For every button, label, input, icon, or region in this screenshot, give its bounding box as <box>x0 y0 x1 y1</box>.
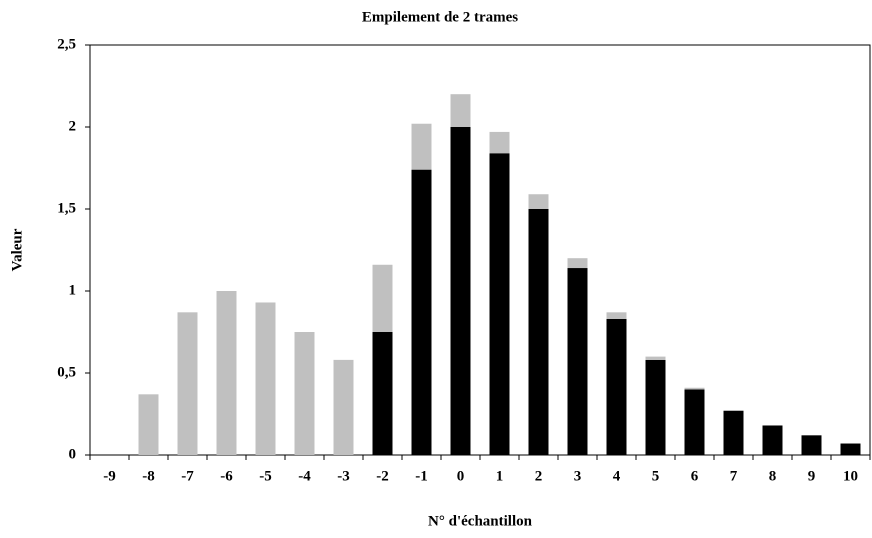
x-tick-label: 7 <box>730 468 738 484</box>
bar-segment <box>450 127 471 455</box>
bar-segment <box>606 312 627 319</box>
bar-segment <box>372 264 393 332</box>
bar-segment <box>216 291 237 455</box>
bar-segment <box>567 268 588 455</box>
x-axis-title: N° d'échantillon <box>428 513 533 529</box>
x-tick-label: -3 <box>337 468 350 484</box>
bar-segment <box>294 332 315 455</box>
x-tick-label: 6 <box>691 468 699 484</box>
x-tick-label: 5 <box>652 468 660 484</box>
x-tick-label: -9 <box>103 468 116 484</box>
plot-frame <box>89 44 871 456</box>
bar-segment <box>528 194 549 209</box>
x-tick-label: 0 <box>457 468 465 484</box>
x-tick-label: -4 <box>298 468 311 484</box>
x-tick-label: 10 <box>843 468 858 484</box>
x-tick-label: 9 <box>808 468 816 484</box>
bar-segment <box>645 359 666 455</box>
bar-segment <box>762 425 783 455</box>
bar-segment <box>489 153 510 456</box>
bar-segment <box>606 318 627 455</box>
bar-segment <box>528 209 549 455</box>
x-tick-label: -6 <box>220 468 233 484</box>
bar-segment <box>372 332 393 455</box>
bar-segment <box>255 302 276 455</box>
y-tick-label: 2,5 <box>57 36 76 52</box>
bar-segment <box>723 410 744 455</box>
bar-segment <box>567 258 588 269</box>
bar-segment <box>645 356 666 360</box>
bar-segment <box>489 131 510 154</box>
x-tick-label: -7 <box>181 468 194 484</box>
y-tick-label: 2 <box>69 118 77 134</box>
y-tick-label: 1,5 <box>57 200 76 216</box>
y-tick-label: 0 <box>69 446 77 462</box>
x-tick-label: 4 <box>613 468 621 484</box>
x-tick-label: 2 <box>535 468 543 484</box>
y-axis-title: Valeur <box>9 228 25 271</box>
bar-segment <box>411 169 432 455</box>
x-tick-label: 3 <box>574 468 582 484</box>
bar-segment <box>450 94 471 127</box>
bar-segment <box>684 387 705 390</box>
x-tick-label: 1 <box>496 468 504 484</box>
bar-segment <box>411 123 432 170</box>
y-tick-label: 1 <box>69 282 77 298</box>
x-tick-label: -8 <box>142 468 155 484</box>
x-tick-label: 8 <box>769 468 777 484</box>
bar-segment <box>801 435 822 455</box>
chart-title: Empilement de 2 trames <box>362 9 518 25</box>
x-tick-label: -5 <box>259 468 272 484</box>
x-tick-label: -1 <box>415 468 428 484</box>
y-tick-label: 0,5 <box>57 364 76 380</box>
bar-segment <box>333 359 354 455</box>
bar-segment <box>684 389 705 455</box>
bar-segment <box>138 394 159 455</box>
x-tick-label: -2 <box>376 468 389 484</box>
bar-segment <box>840 443 861 455</box>
bar-segment <box>177 312 198 455</box>
